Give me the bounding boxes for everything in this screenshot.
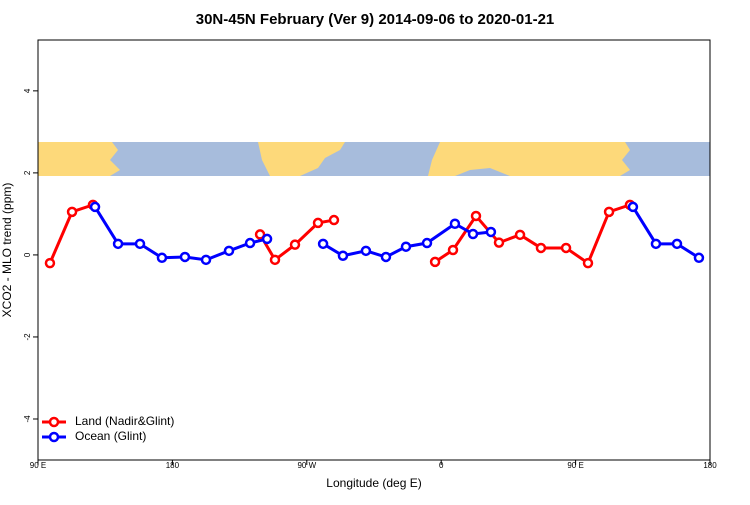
data-point: [360, 245, 372, 257]
data-point: [223, 245, 235, 257]
data-point: [179, 251, 191, 263]
data-point: [317, 238, 329, 250]
legend: Land (Nadir&Glint)Ocean (Glint): [42, 414, 174, 443]
data-point: [603, 206, 615, 218]
x-tick-label: 90 E: [30, 461, 46, 470]
data-point: [156, 252, 168, 264]
data-point: [269, 254, 281, 266]
data-point: [421, 237, 433, 249]
series-line: [434, 203, 631, 266]
chart-title: 30N-45N February (Ver 9) 2014-09-06 to 2…: [196, 11, 555, 28]
data-point: [493, 237, 505, 248]
x-axis-label: Longitude (deg E): [326, 476, 421, 490]
data-point: [514, 229, 526, 241]
data-point: [582, 257, 594, 269]
data-point: [89, 201, 101, 213]
data-point: [261, 233, 273, 245]
data-point: [693, 252, 705, 264]
y-tick-label: 0: [23, 252, 32, 257]
series-line: [322, 221, 492, 259]
data-point: [467, 228, 479, 240]
data-point: [447, 244, 459, 256]
legend-marker: [48, 431, 60, 443]
data-point: [380, 251, 392, 263]
data-point: [337, 250, 349, 261]
data-point: [200, 254, 212, 266]
data-point: [535, 242, 547, 254]
x-tick-label: 90 W: [297, 461, 316, 470]
data-point: [112, 238, 124, 250]
y-tick-label: -4: [23, 415, 32, 423]
data-point: [449, 218, 461, 229]
data-point: [560, 242, 572, 254]
data-point: [470, 210, 482, 222]
data-point: [44, 257, 56, 269]
legend-label: Land (Nadir&Glint): [75, 414, 174, 428]
data-point: [66, 206, 78, 218]
plot-frame: [37, 39, 711, 461]
data-point: [485, 226, 497, 238]
data-point: [328, 214, 340, 226]
legend-label: Ocean (Glint): [75, 429, 146, 443]
y-axis-label: XCO2 - MLO trend (ppm): [0, 183, 14, 318]
data-point: [627, 201, 639, 213]
series-line: [93, 206, 268, 262]
data-point: [429, 256, 441, 268]
data-point: [289, 239, 301, 250]
data-point: [312, 217, 324, 229]
data-point: [650, 238, 662, 250]
x-tick-label: 180: [703, 461, 717, 470]
data-point: [671, 238, 683, 250]
series-line: [631, 206, 700, 260]
x-tick-label: 90 E: [567, 461, 583, 470]
map-strip: [38, 142, 710, 176]
data-point: [254, 229, 266, 240]
data-point: [134, 238, 146, 250]
data-point: [400, 241, 412, 252]
x-tick-label: 0: [439, 461, 444, 470]
y-tick-label: 4: [23, 88, 32, 93]
x-tick-label: 180: [166, 461, 180, 470]
data-point: [244, 237, 256, 249]
y-tick-label: 2: [23, 170, 32, 175]
legend-marker: [48, 416, 60, 428]
y-tick-label: -2: [23, 333, 32, 341]
